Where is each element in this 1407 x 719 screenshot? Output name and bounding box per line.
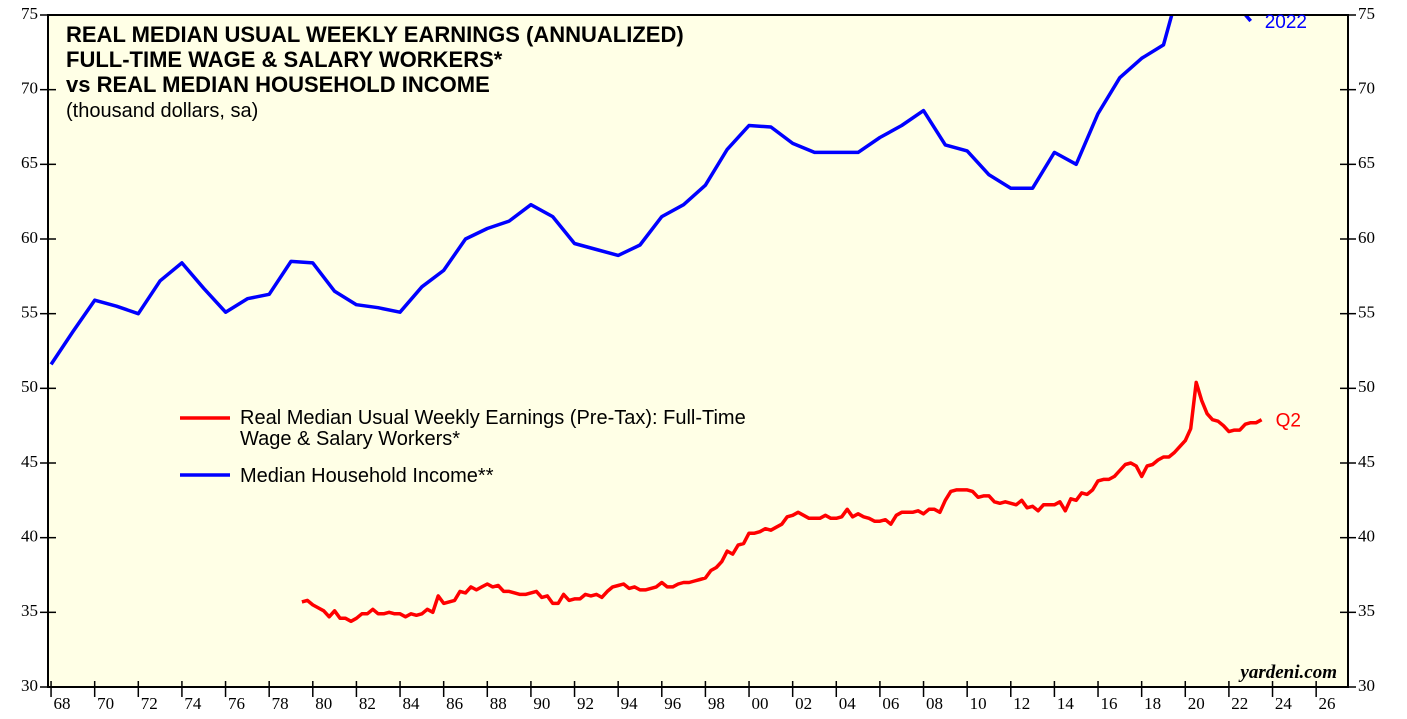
x-tick-label: 16 [1100, 694, 1117, 713]
end-label: Q2 [1276, 411, 1301, 432]
y2-tick-label: 35 [1358, 601, 1375, 620]
x-tick-label: 12 [1013, 694, 1030, 713]
x-tick-label: 72 [141, 694, 158, 713]
x-tick-label: 88 [490, 694, 507, 713]
x-tick-label: 20 [1188, 694, 1205, 713]
x-tick-label: 78 [272, 694, 289, 713]
x-tick-label: 86 [446, 694, 463, 713]
plot-border [47, 14, 1349, 688]
x-tick-label: 74 [184, 694, 202, 713]
x-tick-label: 76 [228, 694, 245, 713]
y-tick-label: 35 [21, 601, 38, 620]
x-tick-label: 70 [97, 694, 114, 713]
y-tick-label: 75 [21, 4, 38, 23]
x-tick-label: 18 [1144, 694, 1161, 713]
end-label: 2022 [1265, 12, 1307, 33]
y-tick-label: 40 [21, 527, 38, 546]
plot-lines [49, 15, 1263, 624]
x-tick-label: 92 [577, 694, 594, 713]
x-tick-label: 00 [751, 694, 768, 713]
x-tick-label: 24 [1275, 694, 1293, 713]
x-tick-label: 08 [926, 694, 943, 713]
source: yardeni.com [1240, 662, 1337, 683]
y-tick-label: 30 [21, 676, 38, 695]
subtitle: (thousand dollars, sa) [66, 100, 259, 122]
title-line: REAL MEDIAN USUAL WEEKLY EARNINGS (ANNUA… [66, 22, 684, 47]
x-tick-label: 96 [664, 694, 681, 713]
legend-label: Median Household Income** [240, 465, 494, 487]
y-tick-label: 65 [21, 153, 38, 172]
y-tick-label: 50 [21, 377, 38, 396]
y2-tick-label: 75 [1358, 4, 1375, 23]
title-line: vs REAL MEDIAN HOUSEHOLD INCOME [66, 72, 490, 97]
x-tick-label: 14 [1057, 694, 1075, 713]
x-tick-label: 90 [533, 694, 550, 713]
title-line: FULL-TIME WAGE & SALARY WORKERS* [66, 47, 503, 72]
y2-tick-label: 65 [1358, 153, 1375, 172]
y-tick-label: 55 [21, 303, 38, 322]
x-tick-label: 94 [621, 694, 639, 713]
x-tick-label: 68 [53, 694, 70, 713]
x-tick-label: 04 [839, 694, 857, 713]
y2-tick-label: 60 [1358, 228, 1375, 247]
x-tick-label: 22 [1231, 694, 1248, 713]
legend-label: Real Median Usual Weekly Earnings (Pre-T… [240, 407, 746, 450]
x-tick-label: 84 [402, 694, 420, 713]
x-tick-label: 06 [882, 694, 899, 713]
x-tick-label: 10 [970, 694, 987, 713]
plot-area [48, 15, 1348, 687]
x-tick-label: 98 [708, 694, 725, 713]
y2-tick-label: 30 [1358, 676, 1375, 695]
y-tick-label: 70 [21, 79, 38, 98]
y2-tick-label: 45 [1358, 452, 1375, 471]
series-line [301, 380, 1263, 624]
x-tick-label: 26 [1319, 694, 1336, 713]
y2-tick-label: 40 [1358, 527, 1375, 546]
y-tick-label: 60 [21, 228, 38, 247]
y-tick-label: 45 [21, 452, 38, 471]
x-tick-label: 82 [359, 694, 376, 713]
title-block: REAL MEDIAN USUAL WEEKLY EARNINGS (ANNUA… [66, 22, 684, 125]
y2-tick-label: 55 [1358, 303, 1375, 322]
x-tick-label: 80 [315, 694, 332, 713]
series-line [49, 15, 1253, 366]
x-tick-label: 02 [795, 694, 812, 713]
y2-tick-label: 70 [1358, 79, 1375, 98]
y2-tick-label: 50 [1358, 377, 1375, 396]
